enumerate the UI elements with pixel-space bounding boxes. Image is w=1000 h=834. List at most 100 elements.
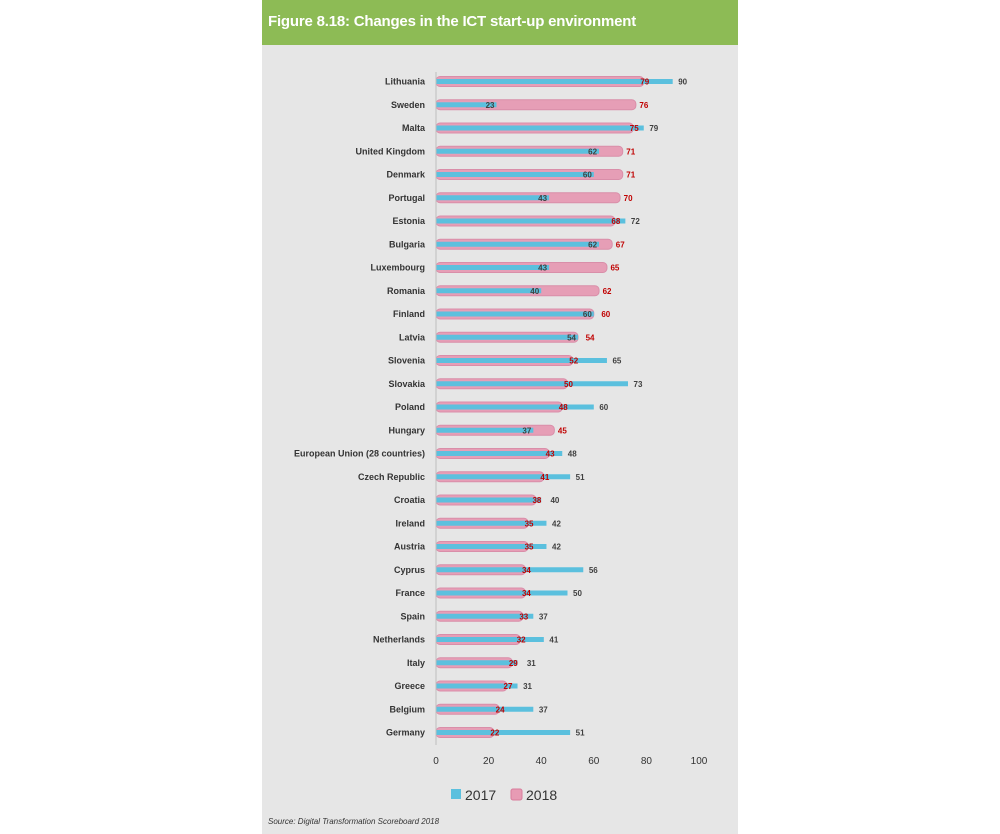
bar-2017 [436,544,547,549]
bar-2017 [436,637,544,642]
category-label: Croatia [394,495,426,505]
value-label-2017: 23 [486,101,495,110]
bar-2017 [436,590,568,596]
legend-label-2018: 2018 [526,787,557,803]
value-label-2017: 31 [523,682,532,691]
value-label-2018: 68 [611,217,620,226]
bar-2017 [436,334,579,340]
bar-2017 [436,265,550,270]
bar-2017 [436,218,626,224]
bar-2017 [436,148,600,154]
value-label-2017: 42 [552,519,561,528]
bar-2017 [436,567,584,573]
bar-2017 [436,404,594,410]
value-label-2018: 29 [509,659,518,668]
value-label-2018: 35 [525,543,534,552]
x-tick-label: 40 [536,756,548,767]
category-label: France [395,588,425,598]
bar-2017 [436,683,518,689]
category-label: Ireland [395,518,425,528]
category-label: Spain [400,611,425,621]
bar-2017 [436,427,534,433]
bar-2017 [436,613,534,619]
category-label: Poland [395,402,425,412]
bar-2017 [436,730,571,735]
value-label-2017: 54 [567,333,576,342]
value-label-2017: 31 [527,659,536,668]
value-label-2018: 75 [630,124,639,133]
value-label-2017: 37 [539,705,548,714]
source-note: Source: Digital Transformation Scoreboar… [268,817,440,826]
x-tick-label: 80 [641,756,653,767]
category-label: Italy [407,658,425,668]
category-labels: Lithuania Sweden Malta United Kingdom Denmar… [294,77,426,738]
value-label-2017: 51 [576,729,585,738]
figure-title: Figure 8.18: Changes in the ICT start-up… [268,13,636,30]
value-label-2018: 35 [525,519,534,528]
value-label-2017: 56 [589,566,598,575]
category-label: United Kingdom [356,146,426,156]
value-label-2018: 54 [586,333,595,342]
category-label: Germany [386,728,425,738]
value-label-2017: 90 [678,78,687,87]
category-label: Netherlands [373,635,425,645]
bar-2017 [436,451,563,456]
value-label-2018: 38 [532,496,541,505]
bar-2017 [436,79,673,84]
value-label-2017: 65 [612,357,621,366]
value-label-2017: 62 [588,240,597,249]
x-tick-label: 20 [483,756,495,767]
value-label-2017: 40 [550,496,559,505]
value-label-2018: 52 [569,357,578,366]
value-label-2018: 33 [519,612,528,621]
category-label: Slovakia [388,379,426,389]
value-label-2017: 51 [576,473,585,482]
value-label-2017: 79 [649,124,658,133]
category-label: Finland [393,309,425,319]
value-label-2017: 73 [634,380,643,389]
category-label: Austria [394,542,426,552]
figure-header [262,0,738,45]
value-label-2018: 43 [546,450,555,459]
category-label: European Union (28 countries) [294,449,425,459]
bar-2017 [436,241,600,247]
category-label: Denmark [386,170,426,180]
category-label: Cyprus [394,565,425,575]
value-label-2017: 50 [573,589,582,598]
bar-2017 [436,381,628,387]
x-tick-label: 60 [588,756,600,767]
bar-2017 [436,474,571,480]
bar-2017 [436,358,607,363]
value-label-2018: 67 [616,240,625,249]
category-label: Estonia [392,216,426,226]
bar-2017 [436,288,542,294]
category-label: Bulgaria [389,239,426,249]
value-label-2017: 62 [588,147,597,156]
bar-2017 [436,102,497,108]
value-label-2017: 40 [530,287,539,296]
value-label-2017: 43 [538,194,547,203]
value-label-2018: 41 [540,473,549,482]
value-label-2017: 42 [552,543,561,552]
category-label: Hungary [388,425,425,435]
bar-2017 [436,660,518,666]
value-labels: 79 90 23 76 75 79 62 71 60 71 43 70 68 72 62 67 43 65 40 62… [486,78,688,738]
bar-2017 [436,520,547,526]
category-label: Portugal [388,193,425,203]
value-label-2018: 22 [490,729,499,738]
bar-2017 [436,311,594,317]
value-label-2018: 34 [522,589,531,598]
category-label: Czech Republic [358,472,425,482]
value-label-2018: 79 [640,78,649,87]
category-label: Latvia [399,332,426,342]
value-label-2017: 60 [583,310,592,319]
category-label: Lithuania [385,77,426,87]
value-label-2018: 71 [626,147,635,156]
category-label: Malta [402,123,426,133]
legend-swatch-2017 [451,789,461,799]
legend-swatch-2018 [510,788,523,801]
category-label: Romania [387,286,426,296]
value-label-2018: 45 [558,426,567,435]
value-label-2018: 27 [504,682,513,691]
